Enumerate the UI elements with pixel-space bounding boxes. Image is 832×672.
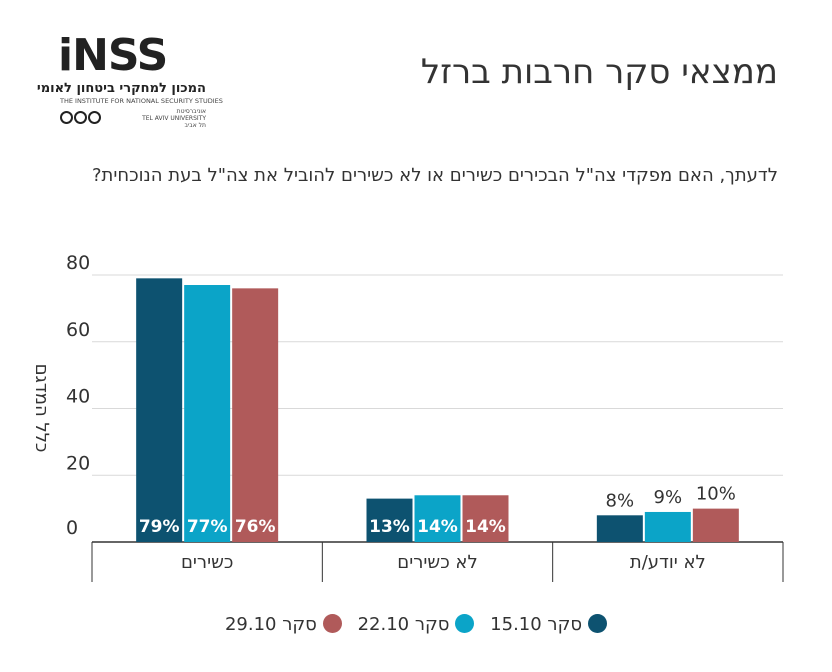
logo-university-he: אוניברסיטת [176,108,206,115]
bar-s3-c2 [462,495,509,542]
legend-item-series-1: סקר 15.10 [490,614,608,635]
logo-hebrew-name: המכון למחקרי ביטחון לאומי [36,81,206,96]
data-label-s2-c3: 9% [654,487,683,508]
logo-english-name: THE INSTITUTE FOR NATIONAL SECURITY STUD… [60,97,223,105]
bar-s1-c3 [596,515,643,542]
bar-s2-c2 [414,495,461,542]
bar-s3-c1 [232,288,279,542]
legend-swatch-series-1 [588,614,608,633]
x-tick-label-3: לא יודע/ת [630,552,706,573]
logo-university-he2: תל אביב [184,122,206,129]
x-tick-label-2: לא כשירים [397,552,477,573]
y-tick-label-20: 20 [66,452,90,474]
legend-swatch-series-3 [322,614,342,633]
page-title: ממצאי סקר חרבות ברזל [420,52,778,92]
data-label-s3-c1: 76% [235,517,276,537]
legend-label-series-3: סקר 29.10 [224,614,317,635]
logo-circles-icon [60,109,102,128]
y-tick-label-60: 60 [66,319,90,341]
data-label-s2-c2: 14% [417,517,458,537]
inss-logo: iNSS המכון למחקרי ביטחון לאומי THE INSTI… [36,30,223,130]
bar-s2-c1 [184,285,231,542]
bar-chart: 0 20 40 60 80 79% 77% 76%כשירים 13% 14% 14% לא כשיר… [31,252,784,582]
logo-wordmark: iNSS [58,30,168,81]
bar-s3-c3 [692,508,739,542]
legend-label-series-1: סקר 15.10 [490,614,583,635]
survey-question: לדעתך, האם מפקדי צה"ל הבכירים כשירים או … [91,165,778,186]
label-layer: 0 20 40 60 80 79% 77% 76%כשירים 13% 14% 14% לא כשיר… [66,252,736,573]
data-label-s1-c1: 79% [139,517,180,537]
logo-university-en: TEL AVIV UNIVERSITY [142,115,206,122]
y-tick-label-80: 80 [66,252,90,274]
y-tick-label-0: 0 [66,517,78,539]
bar-layer [136,278,739,542]
data-label-s1-c3: 8% [606,490,635,511]
bar-s1-c1 [136,278,183,542]
data-label-s2-c1: 77% [187,517,228,537]
chart-legend: סקר 15.10 סקר 22.10 סקר 29.10 [0,614,832,635]
legend-swatch-series-2 [455,614,475,633]
legend-label-series-2: סקר 22.10 [357,614,450,635]
data-label-s1-c2: 13% [369,517,410,537]
legend-item-series-2: סקר 22.10 [358,614,475,635]
y-tick-label-40: 40 [66,386,90,408]
bar-s2-c3 [644,511,691,542]
y-axis-label: כלל המדגם [31,364,52,453]
data-label-s3-c2: 14% [465,517,506,537]
data-label-s3-c3: 10% [696,484,736,505]
logo-university: אוניברסיטת TEL AVIV UNIVERSITY תל אביב [136,108,206,129]
bar-s1-c2 [366,498,413,542]
x-tick-label-1: כשירים [181,552,233,573]
legend-item-series-3: סקר 29.10 [225,614,342,635]
